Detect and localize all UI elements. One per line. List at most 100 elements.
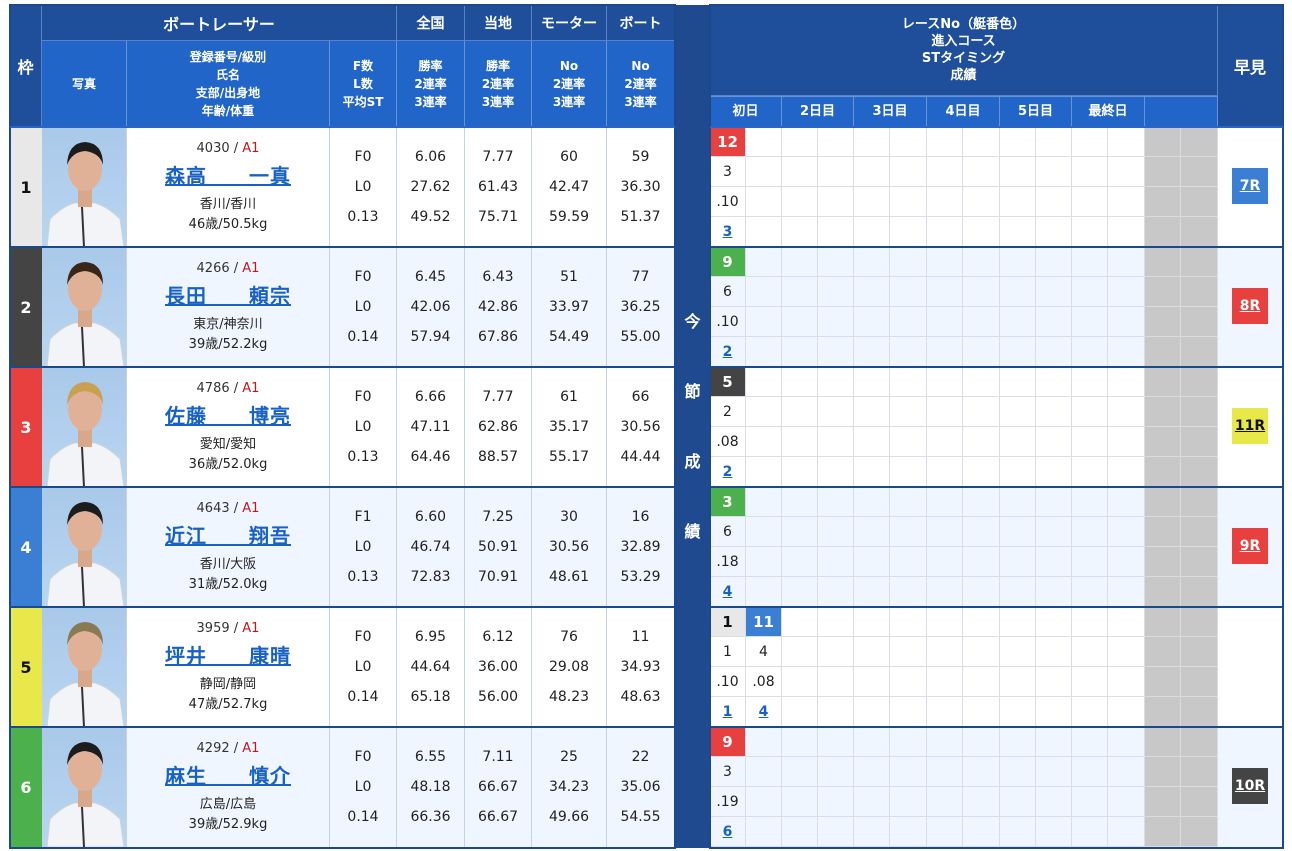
finish-rank-link[interactable]: 4 (710, 577, 746, 607)
result-cell (1181, 457, 1218, 487)
result-cell (927, 607, 963, 637)
result-cell (782, 637, 818, 667)
result-cell (1036, 367, 1072, 397)
st-timing: .10 (710, 667, 746, 697)
stat-l: L0 (354, 779, 372, 795)
results-grid (710, 127, 1218, 247)
header-motor: モーター (532, 5, 607, 41)
touchi-value: 70.91 (477, 569, 519, 585)
entry-course: 6 (710, 517, 746, 547)
age-weight: 46歳/50.5kg (188, 216, 268, 232)
result-cell (1036, 487, 1072, 517)
age-weight: 39歳/52.2kg (188, 336, 268, 352)
result-cell (963, 607, 1000, 637)
touchi-stats: 7.77 61.43 75.71 (465, 127, 532, 247)
registration-number: 4030 (196, 140, 230, 156)
result-cell (963, 637, 1000, 667)
result-cell (1108, 787, 1145, 817)
hayami-cell (1218, 607, 1283, 727)
result-cell (782, 787, 818, 817)
finish-rank-link[interactable]: 4 (746, 697, 782, 727)
result-cell (1181, 187, 1218, 217)
waku-label: 1 (20, 177, 32, 197)
result-cell (1036, 667, 1072, 697)
finish-rank-link[interactable]: 6 (710, 817, 746, 847)
finish-rank-link[interactable]: 3 (710, 217, 746, 247)
racer-name-link[interactable]: 近江 翔吾 (165, 523, 291, 548)
waku-label: 6 (20, 777, 32, 797)
result-cell (1000, 487, 1036, 517)
stat-f: F0 (354, 149, 372, 165)
result-cell (1000, 517, 1036, 547)
hayami-race-link[interactable]: 7R (1232, 168, 1268, 204)
result-cell (1000, 727, 1036, 757)
result-cell (1036, 427, 1072, 457)
result-cell (1108, 427, 1145, 457)
result-cell (746, 307, 782, 337)
result-cell (854, 157, 890, 187)
motor-header-label: モーター (541, 15, 597, 32)
waku-label: 2 (20, 297, 32, 317)
result-cell (818, 487, 854, 517)
hayami-race-link[interactable]: 10R (1232, 768, 1268, 804)
motor-value: 55.17 (548, 449, 590, 465)
day-header-2: 2日目 (782, 96, 854, 127)
result-cell (818, 187, 854, 217)
zenkoku-header-label: 全国 (416, 15, 445, 32)
result-cell (1145, 607, 1181, 637)
boat-racer-header-label: ボートレーサー (163, 14, 275, 34)
result-cell (890, 727, 927, 757)
race-number-badge: 9 (710, 247, 746, 277)
day-header-7 (1145, 96, 1218, 127)
result-cell (1000, 637, 1036, 667)
result-cell (854, 307, 890, 337)
header-boat-racer: ボートレーサー (42, 5, 397, 41)
konsetsu-char: 績 (684, 522, 701, 541)
konsetsu-char: 節 (684, 382, 701, 401)
boat-sub-line: 2連率 (624, 77, 657, 91)
result-cell (1181, 757, 1218, 787)
stat-st: 0.14 (347, 809, 379, 825)
result-cell (746, 757, 782, 787)
result-cell (1072, 247, 1108, 277)
result-cell (1145, 697, 1181, 727)
result-cell (890, 427, 927, 457)
result-cell (927, 637, 963, 667)
racer-name-link[interactable]: 坪井 康晴 (165, 643, 291, 668)
result-cell (1181, 517, 1218, 547)
result-cell (1181, 547, 1218, 577)
boat-value: 54.55 (620, 809, 661, 825)
result-cell (927, 277, 963, 307)
touchi-stats: 7.77 62.86 88.57 (465, 367, 532, 487)
finish-rank-link[interactable]: 1 (710, 697, 746, 727)
result-cell (1181, 667, 1218, 697)
race-number-badge: 3 (710, 487, 746, 517)
result-cell (818, 637, 854, 667)
result-cell (890, 487, 927, 517)
racer-name-link[interactable]: 長田 頼宗 (165, 283, 291, 308)
result-cell (1145, 217, 1181, 247)
finish-rank-link[interactable]: 2 (710, 337, 746, 367)
konsetsu-band (675, 5, 710, 848)
result-cell (1108, 517, 1145, 547)
branch-hometown: 愛知/愛知 (199, 436, 257, 452)
racer-name-link[interactable]: 佐藤 博亮 (165, 403, 291, 428)
stat-l: L0 (354, 419, 372, 435)
zenkoku-value: 66.36 (410, 809, 451, 825)
hayami-header-label: 早見 (1233, 57, 1266, 77)
header-boat: ボート (607, 5, 675, 41)
result-cell (1108, 757, 1145, 787)
racer-name-link[interactable]: 森高 一真 (165, 163, 291, 188)
result-cell (782, 367, 818, 397)
result-cell (1072, 367, 1108, 397)
hayami-race-link[interactable]: 8R (1232, 288, 1268, 324)
hayami-race-link[interactable]: 9R (1232, 528, 1268, 564)
hayami-race-link[interactable]: 11R (1232, 408, 1268, 444)
touchi-value: 7.25 (482, 509, 514, 525)
result-cell (1145, 367, 1181, 397)
result-cell (854, 667, 890, 697)
racer-name-link[interactable]: 麻生 慎介 (165, 763, 291, 788)
result-cell (963, 277, 1000, 307)
boat-value: 77 (631, 269, 650, 285)
result-cell (927, 127, 963, 157)
